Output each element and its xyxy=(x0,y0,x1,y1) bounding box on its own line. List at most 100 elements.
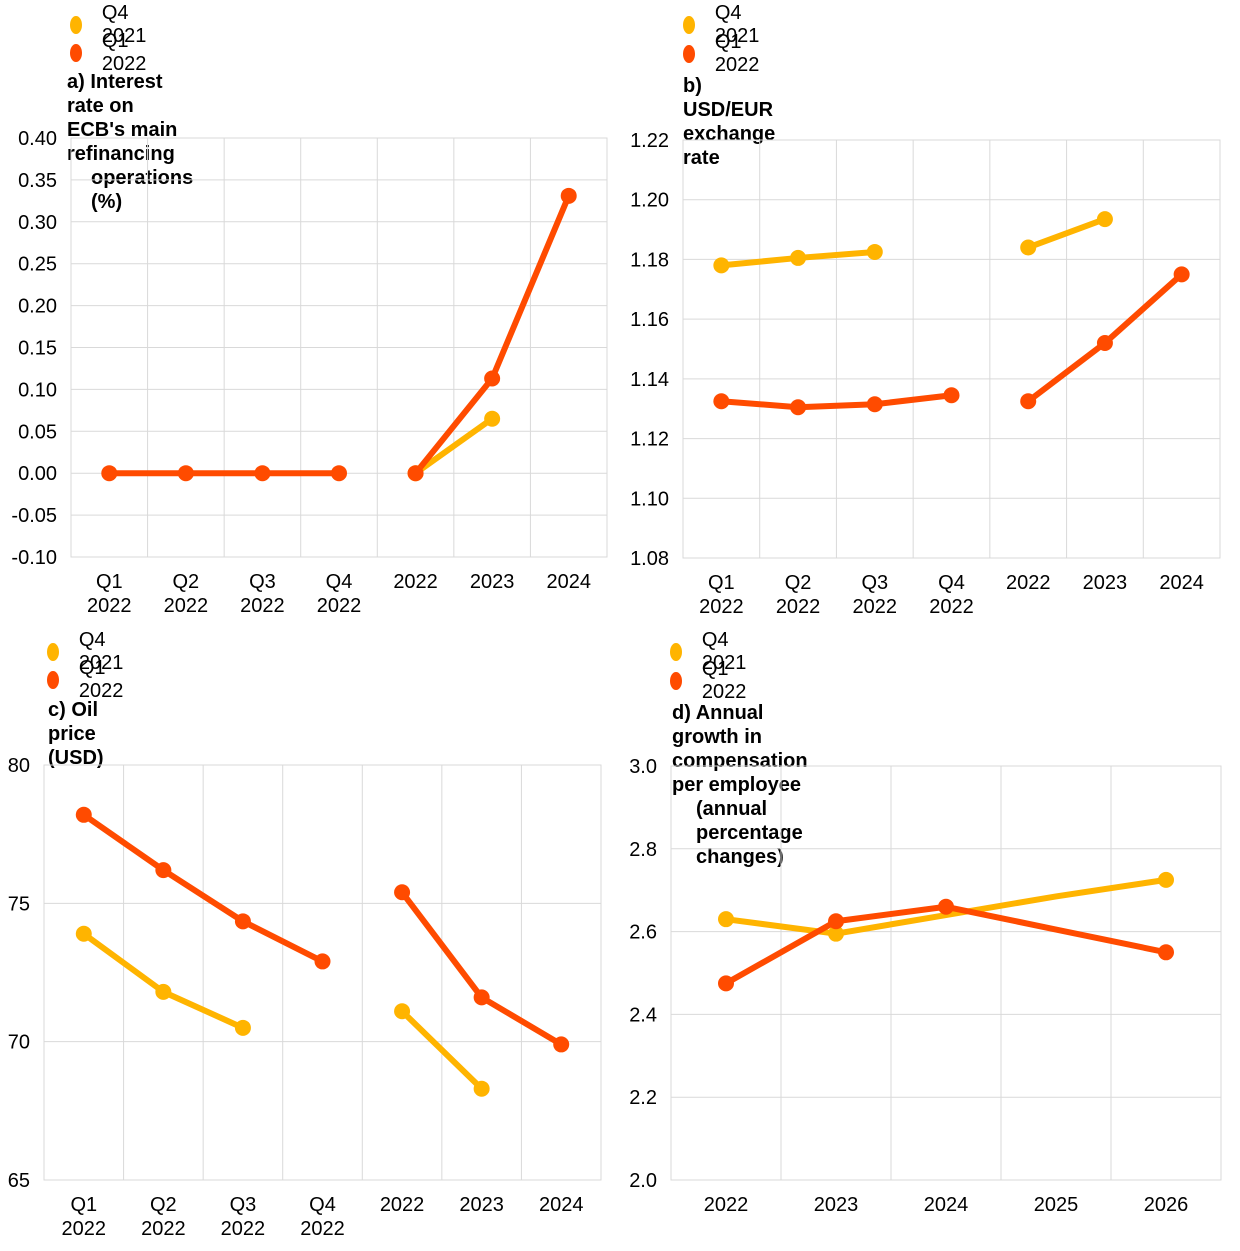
legend-label: Q1 2022 xyxy=(701,658,747,703)
data-point xyxy=(1096,211,1113,228)
x-tick-label: Q4 xyxy=(326,571,353,593)
data-point xyxy=(938,898,954,915)
y-tick-label: 2.4 xyxy=(629,1004,657,1026)
x-tick-label: 2022 xyxy=(87,595,132,617)
series-line xyxy=(80,811,326,965)
data-point xyxy=(75,806,92,823)
x-tick-label: Q4 xyxy=(309,1194,336,1216)
data-point xyxy=(75,925,92,942)
y-tick-label: 0.40 xyxy=(18,128,57,150)
data-point xyxy=(155,862,172,879)
x-tick-label: 2023 xyxy=(470,571,515,593)
data-point xyxy=(177,465,194,482)
x-tick-label: 2022 xyxy=(393,571,438,593)
plot-frame xyxy=(670,765,1222,1181)
x-tick-label: 2022 xyxy=(853,596,898,618)
data-point xyxy=(473,1080,490,1097)
series-line xyxy=(412,415,496,477)
x-tick-label: 2022 xyxy=(221,1218,266,1240)
chart-title-line2: (annual percentage changes) xyxy=(696,798,803,868)
y-tick-label: 1.22 xyxy=(630,130,669,152)
y-tick-label: 1.10 xyxy=(630,488,669,510)
y-tick-label: 0.05 xyxy=(18,421,57,443)
data-point xyxy=(101,465,118,482)
data-point xyxy=(1158,944,1174,961)
legend-label: Q4 2021 xyxy=(701,629,747,674)
x-tick-label: 2022 xyxy=(704,1194,749,1216)
series-line xyxy=(399,1008,485,1092)
legend-item-q1-2022: Q1 2022 xyxy=(670,658,752,704)
legend-item-q4-2021: Q4 2021 xyxy=(683,2,765,48)
data-point xyxy=(828,925,844,942)
data-point xyxy=(1020,393,1037,410)
legend-label: Q1 2022 xyxy=(78,657,124,702)
x-tick-label: 2022 xyxy=(317,595,362,617)
legend-marker-icon xyxy=(670,643,682,661)
x-tick-label: 2023 xyxy=(1083,572,1128,594)
data-point xyxy=(866,243,883,260)
plot-frame xyxy=(43,764,602,1181)
legend-marker-icon xyxy=(47,643,59,661)
data-point xyxy=(407,465,424,482)
legend-label: Q4 2021 xyxy=(714,2,760,47)
x-tick-label: Q2 xyxy=(173,571,200,593)
x-tick-label: Q1 xyxy=(96,571,123,593)
x-tick-label: 2022 xyxy=(380,1194,425,1216)
legend-item-q4-2021: Q4 2021 xyxy=(670,629,752,675)
x-tick-label: Q3 xyxy=(861,572,888,594)
data-point xyxy=(394,1003,411,1020)
x-tick-label: Q1 xyxy=(708,572,735,594)
legend-item-q1-2022: Q1 2022 xyxy=(70,30,152,76)
data-point xyxy=(718,975,734,992)
data-point xyxy=(254,465,271,482)
chart-title-c: c) Oil price (USD) xyxy=(48,698,104,770)
y-tick-label: 1.16 xyxy=(630,309,669,331)
y-tick-label: 2.0 xyxy=(629,1170,657,1192)
x-tick-label: Q2 xyxy=(150,1194,177,1216)
x-tick-label: Q3 xyxy=(249,571,276,593)
legend-marker-icon xyxy=(670,672,682,690)
x-tick-label: 2024 xyxy=(546,571,591,593)
data-point xyxy=(234,913,251,930)
data-point xyxy=(394,884,411,901)
data-point xyxy=(790,399,807,416)
data-point xyxy=(1096,335,1113,352)
chart-title-line2: operations (%) xyxy=(91,167,194,213)
legend-item-q1-2022: Q1 2022 xyxy=(683,31,765,77)
y-tick-label: -0.05 xyxy=(11,505,57,527)
data-point xyxy=(331,465,347,482)
x-tick-label: Q3 xyxy=(230,1194,257,1216)
data-point xyxy=(473,989,490,1006)
x-tick-label: Q1 xyxy=(70,1194,97,1216)
x-tick-label: 2022 xyxy=(1006,572,1051,594)
x-tick-label: Q4 xyxy=(938,572,965,594)
data-point xyxy=(713,257,730,274)
y-tick-label: 0.10 xyxy=(18,379,57,401)
data-point xyxy=(314,953,331,970)
legend-label: Q4 2021 xyxy=(101,2,147,47)
y-tick-label: 0.15 xyxy=(18,338,57,360)
x-tick-label: 2022 xyxy=(929,596,974,618)
x-tick-label: 2022 xyxy=(141,1218,186,1240)
y-tick-label: 65 xyxy=(8,1170,30,1192)
chart-title-line1: c) Oil price (USD) xyxy=(48,699,104,769)
y-tick-label: 1.08 xyxy=(630,548,669,570)
legend-item-q4-2021: Q4 2021 xyxy=(47,629,129,675)
y-tick-label: 0.30 xyxy=(18,212,57,234)
data-point xyxy=(1020,239,1037,256)
y-tick-label: 2.8 xyxy=(629,839,657,861)
legend-label: Q1 2022 xyxy=(101,30,147,75)
x-tick-label: 2025 xyxy=(1034,1194,1079,1216)
data-point xyxy=(234,1019,251,1036)
data-point xyxy=(1158,871,1174,888)
data-point xyxy=(828,913,844,930)
y-tick-label: 80 xyxy=(8,755,30,777)
x-tick-label: Q2 xyxy=(785,572,812,594)
y-tick-label: 1.14 xyxy=(630,369,669,391)
x-tick-label: 2022 xyxy=(300,1218,345,1240)
series-line xyxy=(80,930,246,1031)
data-point xyxy=(484,410,501,427)
series-line xyxy=(723,876,1169,937)
y-tick-label: 1.12 xyxy=(630,429,669,451)
